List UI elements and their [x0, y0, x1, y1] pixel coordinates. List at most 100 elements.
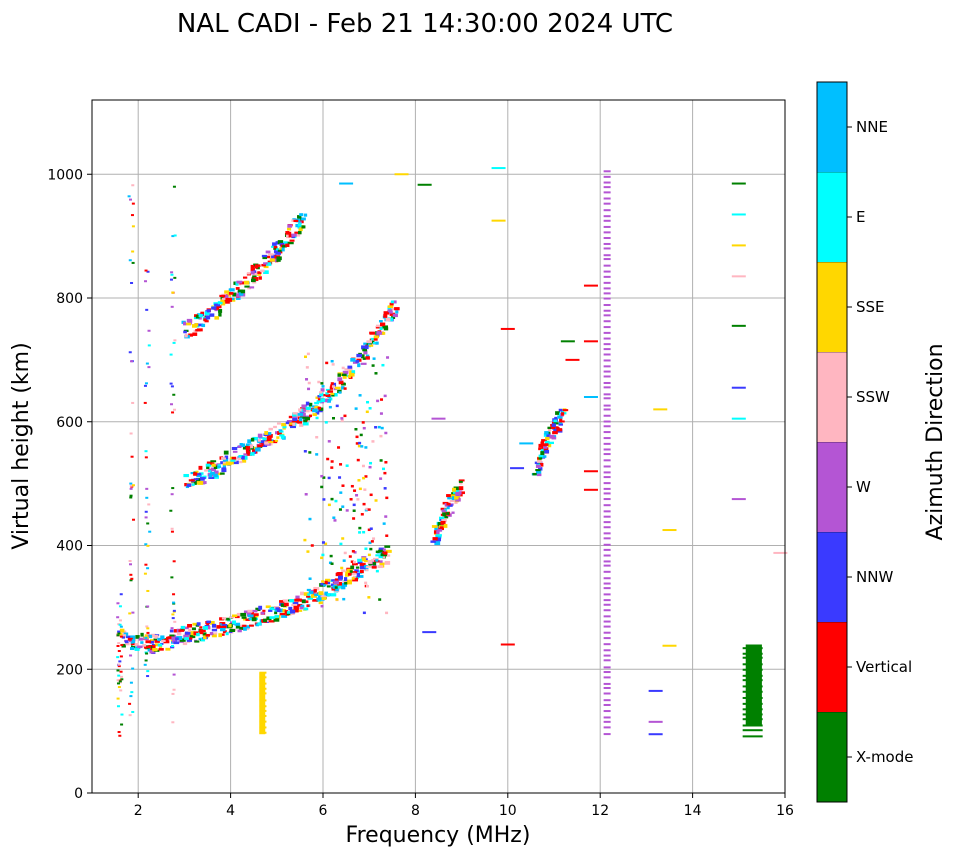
echo-mark: [260, 611, 265, 615]
echo-mark: [293, 219, 299, 223]
echo-mark: [325, 388, 331, 392]
colorbar-tick-label: SSE: [856, 298, 885, 316]
echo-mark: [198, 316, 202, 320]
echo-mark: [320, 474, 324, 478]
echo-mark: [274, 611, 278, 615]
echo-mark: [327, 476, 331, 480]
echo-mark: [245, 446, 251, 450]
x-tick-label: 12: [591, 803, 609, 819]
echo-mark: [296, 603, 303, 607]
echo-mark: [324, 580, 328, 585]
echo-mark: [389, 302, 394, 306]
echo-mark: [319, 392, 324, 397]
echo-mark: [219, 294, 226, 298]
echo-mark: [131, 225, 135, 228]
echo-mark: [351, 370, 356, 374]
echo-mark: [433, 530, 439, 534]
echo-mark: [206, 622, 210, 626]
echo-mark: [263, 270, 269, 274]
echo-mark: [266, 616, 272, 621]
echo-mark: [603, 242, 611, 245]
echo-mark: [172, 393, 176, 396]
echo-mark: [352, 577, 359, 582]
echo-mark: [603, 465, 611, 468]
echo-mark: [263, 262, 268, 265]
echo-mark: [603, 326, 611, 329]
echo-mark: [357, 363, 361, 368]
echo-mark: [289, 422, 294, 425]
echo-mark: [235, 287, 240, 290]
echo-mark: [551, 423, 556, 427]
echo-mark: [146, 670, 150, 673]
echo-mark: [268, 609, 273, 612]
echo-mark: [213, 465, 218, 470]
echo-mark: [145, 362, 149, 365]
echo-mark: [337, 575, 343, 580]
echo-mark: [301, 217, 306, 221]
echo-mark: [147, 366, 151, 369]
echo-mark: [375, 554, 381, 557]
echo-mark: [440, 507, 447, 511]
echo-mark: [149, 639, 154, 642]
echo-mark: [171, 617, 175, 620]
echo-mark: [359, 569, 364, 574]
echo-mark: [189, 634, 196, 639]
echo-mark: [303, 450, 307, 453]
echo-mark: [257, 433, 263, 438]
echo-mark: [119, 670, 123, 673]
echo-mark: [329, 554, 333, 558]
echo-mark: [224, 297, 230, 302]
echo-mark: [222, 463, 228, 466]
y-tick-label: 400: [56, 539, 83, 555]
echo-mark: [143, 384, 147, 387]
echo-mark: [211, 623, 217, 628]
echo-mark: [361, 557, 366, 562]
echo-mark: [603, 716, 611, 719]
echo-mark: [186, 483, 192, 487]
echo-mark: [143, 646, 147, 649]
echo-mark: [279, 247, 284, 251]
echo-mark: [250, 270, 255, 275]
echo-mark: [500, 327, 515, 330]
echo-mark: [268, 427, 273, 431]
x-axis-ticks: 2 4 6 8 10 12 14 16: [134, 793, 794, 819]
echo-mark: [200, 637, 206, 642]
echo-mark: [603, 337, 611, 340]
echo-mark: [128, 259, 132, 262]
echo-mark: [240, 289, 246, 294]
echo-mark: [451, 487, 457, 492]
echo-mark: [173, 629, 179, 633]
echo-mark: [195, 473, 202, 476]
chart-title: NAL CADI - Feb 21 14:30:00 2024 UTC: [177, 9, 673, 39]
echo-mark: [210, 620, 215, 625]
echo-mark: [307, 381, 311, 385]
echo-mark: [315, 416, 319, 420]
echo-mark: [430, 540, 436, 543]
echo-mark: [257, 444, 263, 448]
echo-mark: [382, 522, 386, 525]
echo-mark: [282, 425, 287, 429]
echo-mark: [330, 382, 334, 385]
echo-mark: [222, 464, 227, 468]
echo-mark: [375, 550, 380, 553]
echo-mark: [313, 586, 317, 590]
echo-mark: [214, 303, 221, 307]
echo-mark: [252, 436, 259, 441]
echo-mark: [319, 407, 324, 411]
echo-mark: [385, 496, 389, 500]
echo-mark: [235, 625, 240, 629]
echo-mark: [731, 498, 746, 501]
echo-mark: [242, 276, 248, 279]
echo-mark: [382, 548, 386, 551]
echo-mark: [603, 599, 611, 602]
echo-mark: [387, 305, 394, 309]
echo-mark: [193, 478, 199, 481]
echo-mark: [327, 503, 331, 507]
echo-mark: [344, 573, 350, 577]
echo-mark: [298, 227, 303, 232]
echo-mark: [554, 416, 558, 420]
echo-mark: [300, 591, 304, 596]
echo-mark: [129, 494, 133, 497]
echo-mark: [169, 509, 173, 512]
